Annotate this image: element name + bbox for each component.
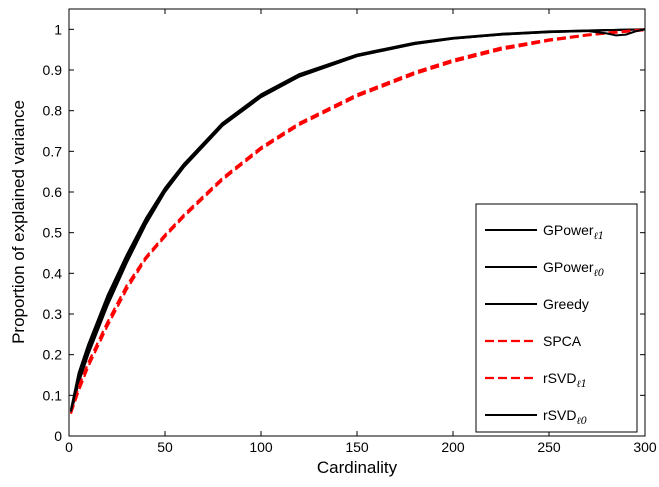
x-tick-label: 250 xyxy=(537,439,561,455)
y-tick-label: 0.6 xyxy=(43,184,63,200)
y-tick-label: 1 xyxy=(54,21,62,37)
x-tick-label: 100 xyxy=(249,439,273,455)
x-tick-label: 150 xyxy=(345,439,369,455)
y-tick-label: 0 xyxy=(54,428,62,444)
series-layer xyxy=(69,28,646,414)
legend-entry-label: SPCA xyxy=(543,333,582,349)
legend-entry-label: Greedy xyxy=(543,296,589,312)
legend-entry-subscript: ℓ1 xyxy=(594,231,605,242)
x-axis: 0 50 100 150 200 250 300 xyxy=(65,9,657,455)
y-axis-label: Proportion of explained variance xyxy=(9,100,28,344)
x-axis-label: Cardinality xyxy=(317,458,398,477)
x-tick-label: 300 xyxy=(633,439,657,455)
y-tick-label: 0.8 xyxy=(43,103,63,119)
legend-entry-label: GPowerℓ1 xyxy=(543,222,604,242)
legend-entry-subscript: ℓ0 xyxy=(594,268,605,279)
y-tick-label: 0.1 xyxy=(43,387,63,403)
series-line-6 xyxy=(69,28,646,412)
x-tick-label: 0 xyxy=(65,439,73,455)
legend-entry-label: GPowerℓ0 xyxy=(543,259,605,279)
legend-entry-label: rSVDℓ1 xyxy=(543,370,587,390)
y-axis: 0 0.1 0.2 0.3 0.4 0.5 0.6 0.7 0.8 0.9 1 xyxy=(43,21,645,444)
series-line-5 xyxy=(69,29,646,414)
y-tick-label: 0.2 xyxy=(43,347,63,363)
y-tick-label: 0.3 xyxy=(43,306,63,322)
legend-box xyxy=(475,203,638,433)
series-line-4 xyxy=(69,28,646,412)
y-tick-label: 0.7 xyxy=(43,143,63,159)
y-tick-label: 0.9 xyxy=(43,62,63,78)
legend-entry-subscript: ℓ1 xyxy=(576,379,587,390)
y-tick-label: 0.4 xyxy=(43,265,63,281)
y-tick-label: 0.5 xyxy=(43,225,63,241)
x-tick-label: 200 xyxy=(441,439,465,455)
x-tick-label: 50 xyxy=(157,439,173,455)
legend-entry-subscript: ℓ0 xyxy=(576,416,587,427)
